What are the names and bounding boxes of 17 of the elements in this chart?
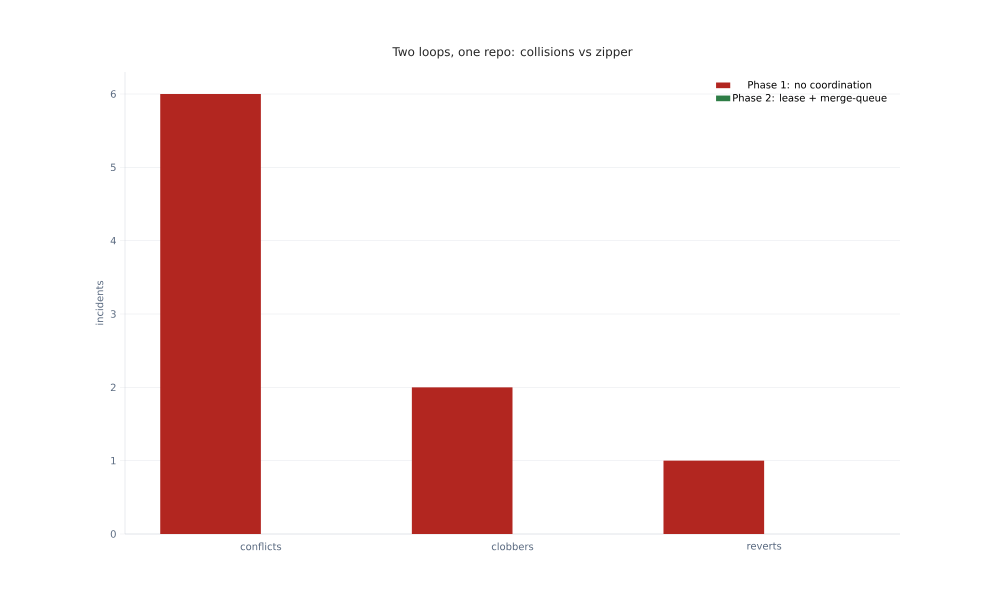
y-tick-label: 1 — [111, 457, 116, 464]
y-tick-label: 6 — [110, 90, 116, 98]
legend-label: Phase 2: lease + merge-queue — [733, 94, 887, 104]
y-tick-label: 0 — [110, 530, 116, 538]
bar — [663, 460, 764, 534]
y-tick-label: 5 — [110, 164, 116, 172]
y-axis-title: incidents — [96, 280, 104, 325]
x-tick-label: conflicts — [240, 542, 282, 550]
x-tick-label: clobbers — [492, 542, 534, 550]
x-tick-label: reverts — [747, 542, 782, 550]
bar — [412, 387, 513, 534]
legend-label: Phase 1: no coordination — [748, 80, 872, 89]
chart-title: Two loops, one repo: collisions vs zipper — [392, 46, 633, 58]
bar — [160, 94, 261, 534]
y-tick-label: 4 — [110, 237, 116, 244]
y-tick-label: 3 — [110, 310, 116, 318]
y-tick-label: 2 — [110, 384, 116, 392]
